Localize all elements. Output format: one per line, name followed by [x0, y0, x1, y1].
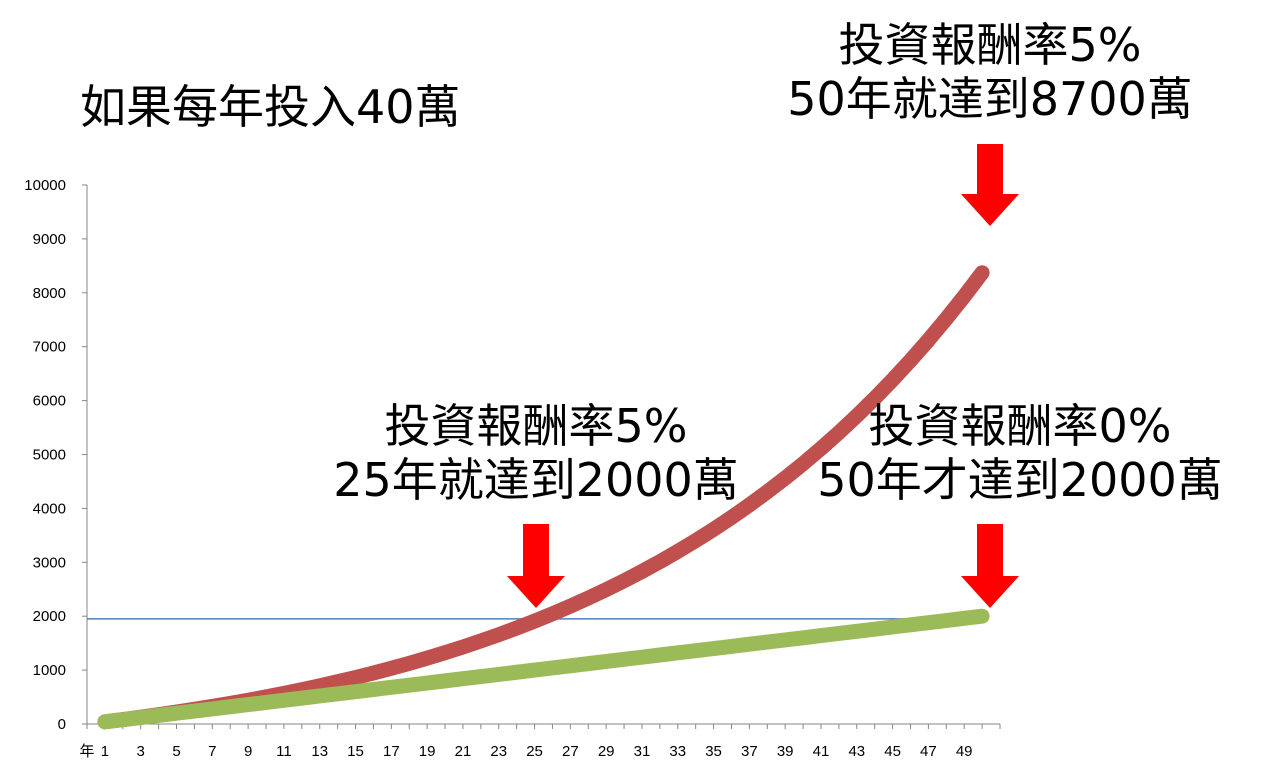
y-tick-label: 8000 [33, 285, 66, 302]
y-tick-label: 5000 [33, 447, 66, 464]
x-tick-label: 15 [347, 743, 364, 760]
x-tick-label: 49 [956, 743, 973, 760]
x-tick-label: 9 [244, 743, 252, 760]
x-tick-label: 31 [634, 743, 651, 760]
x-tick-label: 37 [741, 743, 758, 760]
x-tick-label: 3 [137, 743, 145, 760]
x-tick-label: 29 [598, 743, 615, 760]
annotation-right-line-2: 50年才達到2000萬 [817, 453, 1223, 507]
x-tick-label: 47 [920, 743, 937, 760]
y-tick-label: 1000 [33, 662, 66, 679]
x-tick-label: 41 [813, 743, 830, 760]
y-tick-label: 4000 [33, 500, 66, 517]
x-tick-label: 39 [777, 743, 794, 760]
title-line: 如果每年投入40萬 [80, 80, 461, 134]
x-axis-label: 年 [79, 743, 94, 760]
annotation-middle-line-1: 投資報酬率5% [384, 399, 688, 453]
y-tick-label: 7000 [33, 339, 66, 356]
annotation-top-right: 投資報酬率5% 50年就達到8700萬 [787, 22, 1193, 122]
arrow-down-icon [961, 524, 1019, 608]
y-tick-label: 10000 [24, 177, 66, 194]
x-axis-ticks: 1 3 5 7 9 11 13 15 17 19 21 23 25 27 29 31 33 35 37 39 41 43 4… [86, 724, 1001, 760]
x-tick-label: 27 [562, 743, 579, 760]
annotation-middle: 投資報酬率5% 25年就達到2000萬 [333, 403, 739, 503]
x-tick-label: 7 [208, 743, 216, 760]
x-tick-label: 23 [490, 743, 507, 760]
arrow-down-icon [961, 144, 1019, 226]
y-tick-label: 3000 [33, 554, 66, 571]
x-tick-label: 33 [669, 743, 686, 760]
series-line-return-0pct [97, 608, 990, 730]
x-tick-label: 45 [884, 743, 901, 760]
annotation-top-right-line-2: 50年就達到8700萬 [787, 72, 1193, 126]
annotation-right: 投資報酬率0% 50年才達到2000萬 [817, 403, 1223, 503]
annotation-top-right-line-1: 投資報酬率5% [838, 18, 1142, 72]
x-tick-label: 17 [383, 743, 400, 760]
x-tick-label: 11 [276, 743, 292, 760]
x-tick-label: 25 [526, 743, 543, 760]
x-tick-label: 35 [705, 743, 722, 760]
annotation-right-line-1: 投資報酬率0% [868, 399, 1172, 453]
annotation-middle-line-2: 25年就達到2000萬 [333, 453, 739, 507]
y-tick-label: 9000 [33, 231, 66, 248]
y-tick-label: 0 [58, 716, 66, 733]
x-tick-label: 5 [172, 743, 180, 760]
x-tick-label: 13 [311, 743, 328, 760]
y-tick-label: 2000 [33, 608, 66, 625]
x-tick-label: 43 [848, 743, 865, 760]
x-tick-label: 19 [419, 743, 436, 760]
y-axis-ticks: 0 1000 2000 3000 4000 5000 6000 7000 8000 9000 100… [24, 177, 87, 733]
x-tick-label: 21 [455, 743, 472, 760]
chart-title: 如果每年投入40萬 [80, 84, 461, 130]
arrow-down-icon [507, 524, 565, 608]
x-tick-label: 1 [101, 743, 109, 760]
y-tick-label: 6000 [33, 393, 66, 410]
